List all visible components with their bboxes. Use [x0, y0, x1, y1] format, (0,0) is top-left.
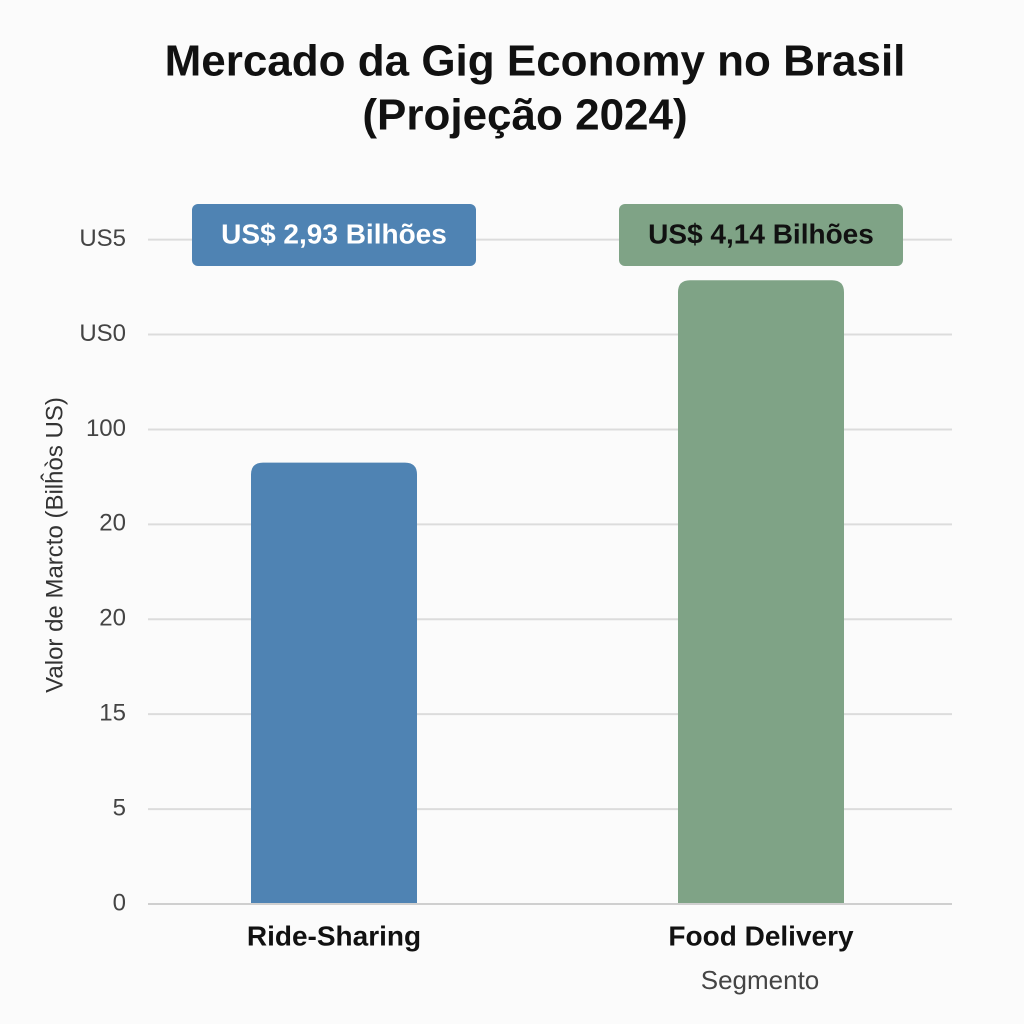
value-label-box	[192, 204, 476, 266]
chart-title: (Projeção 2024)	[362, 91, 687, 140]
y-tick-label: US5	[79, 225, 126, 252]
value-label-box	[619, 204, 903, 266]
y-tick-label: 5	[113, 794, 126, 821]
y-tick-label: 0	[113, 889, 126, 916]
y-tick-label: 20	[99, 605, 126, 632]
y-tick-label: US0	[79, 320, 126, 347]
x-axis-title: Segmento	[701, 965, 820, 995]
chart-title: Mercado da Gig Economy no Brasil	[165, 37, 906, 86]
y-tick-label: 20	[99, 510, 126, 537]
x-tick-label: Ride-Sharing	[247, 920, 421, 951]
bar	[678, 280, 844, 904]
y-tick-label: 100	[86, 415, 126, 442]
y-tick-label: 15	[99, 700, 126, 727]
y-axis-title: Valor de Marcto (Bilĥòs US)	[40, 397, 68, 693]
x-tick-label: Food Delivery	[668, 920, 854, 951]
bar	[251, 462, 417, 904]
value-label: US$ 4,14 Bilhões	[648, 218, 874, 249]
value-label: US$ 2,93 Bilhões	[221, 218, 447, 249]
